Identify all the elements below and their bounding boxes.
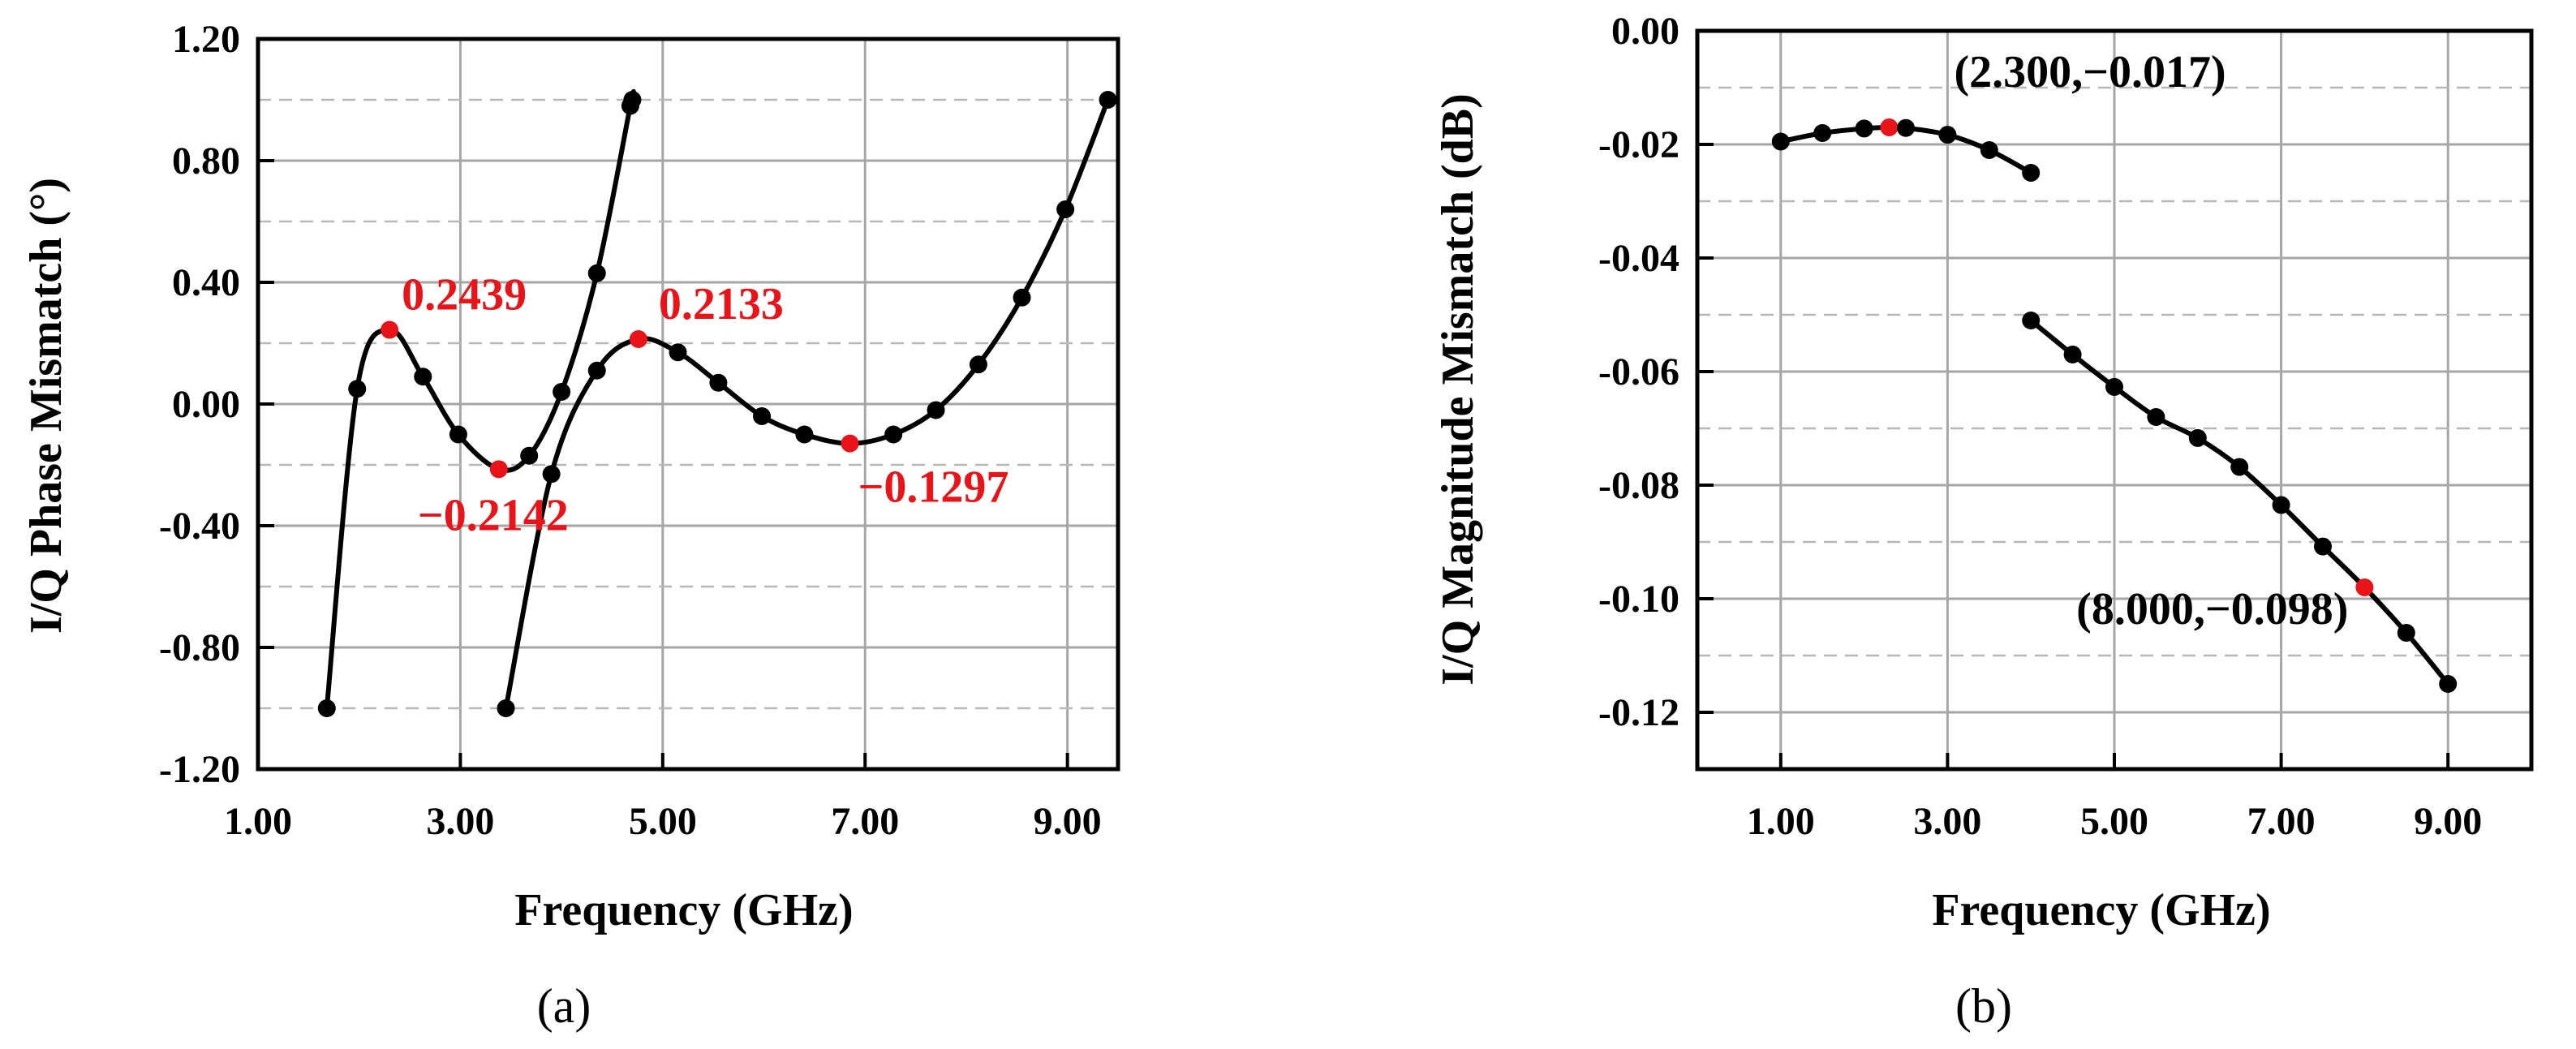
y-tick-label: 0.00 xyxy=(1611,10,1679,53)
panel-a-label: (a) xyxy=(537,979,591,1033)
y-tick-label: -0.12 xyxy=(1598,691,1679,734)
highlight-point xyxy=(2355,578,2374,596)
data-point xyxy=(2230,458,2249,476)
data-point xyxy=(587,264,606,282)
y-tick-label: -0.06 xyxy=(1598,350,1679,393)
data-point xyxy=(2314,537,2332,556)
panel-b-magnitude-mismatch-chart: 1.00 3.00 5.00 7.00 9.00 0.00 -0.02 -0.04 -0.06 -… xyxy=(1433,10,2534,1033)
data-point xyxy=(542,465,561,484)
y-tick-label: -0.04 xyxy=(1598,237,1679,280)
y-tick-label: -0.10 xyxy=(1598,578,1679,621)
x-tick-label: 3.00 xyxy=(426,800,494,843)
y-tick-label: -1.20 xyxy=(159,748,240,791)
x-tick-label: 7.00 xyxy=(2247,800,2316,843)
data-point xyxy=(1056,200,1075,218)
y-tick-label: 0.00 xyxy=(172,383,240,426)
data-point xyxy=(449,425,467,444)
y-tick-label: -0.40 xyxy=(159,505,240,548)
panel-a-curves xyxy=(324,89,1111,709)
data-point xyxy=(2439,675,2458,693)
data-point xyxy=(709,373,728,392)
annotation-label: −0.2142 xyxy=(418,490,569,540)
y-tick-label: 0.40 xyxy=(172,261,240,304)
panel-a-axes xyxy=(256,37,1120,772)
data-point xyxy=(1980,141,1998,159)
data-point xyxy=(348,380,367,398)
x-tick-label: 3.00 xyxy=(1913,800,1981,843)
panel-a-tick-labels: 1.00 3.00 5.00 7.00 9.00 -1.20 -0.80 -0.40 0.00 0… xyxy=(159,18,1102,843)
annotation-label: 0.2133 xyxy=(659,279,784,329)
data-point xyxy=(969,355,987,374)
highlight-point xyxy=(629,330,647,349)
data-point xyxy=(2188,428,2207,447)
data-point xyxy=(2272,496,2290,514)
data-point xyxy=(1813,124,1832,142)
panel-b-label: (b) xyxy=(1955,979,2012,1033)
annotation-label: (2.300,−0.017) xyxy=(1954,47,2226,97)
annotation-label: −0.1297 xyxy=(858,462,1009,513)
data-point xyxy=(2397,624,2415,642)
panel-b-grid xyxy=(1697,31,2531,769)
y-tick-label: 1.20 xyxy=(172,18,240,61)
data-point xyxy=(2105,377,2123,396)
panel-b-markers xyxy=(1771,118,2458,693)
x-tick-label: 9.00 xyxy=(2414,800,2482,843)
x-tick-label: 7.00 xyxy=(831,800,899,843)
data-point xyxy=(2022,164,2041,182)
panel-b-x-axis-title: Frequency (GHz) xyxy=(1932,885,2270,935)
panel-b-axes xyxy=(1695,28,2534,772)
data-point xyxy=(884,425,903,444)
data-point xyxy=(520,446,539,465)
panel-a-markers xyxy=(317,91,1117,717)
panel-a-x-axis-title: Frequency (GHz) xyxy=(514,885,853,935)
data-point xyxy=(2063,346,2082,363)
panel-a-annotations: 0.2439 −0.2142 0.2133 −0.1297 xyxy=(402,270,1008,541)
data-point xyxy=(1897,118,1915,137)
annotation-label: (8.000,−0.098) xyxy=(2076,584,2348,634)
data-point xyxy=(2022,312,2041,329)
data-point xyxy=(414,368,432,386)
panel-b-y-axis-title: I/Q Magnitude Mismatch (dB) xyxy=(1433,93,1483,686)
data-point xyxy=(1771,132,1790,151)
data-point xyxy=(587,361,606,380)
data-point xyxy=(669,343,687,362)
x-tick-label: 5.00 xyxy=(2080,800,2148,843)
data-point xyxy=(1013,288,1031,307)
data-point xyxy=(1099,91,1117,109)
x-tick-label: 1.00 xyxy=(224,800,292,843)
data-point xyxy=(927,401,945,419)
highlight-point xyxy=(381,320,399,339)
data-point xyxy=(1938,126,1957,144)
highlight-point xyxy=(489,460,508,479)
y-tick-label: -0.02 xyxy=(1598,123,1679,166)
x-tick-label: 5.00 xyxy=(629,800,697,843)
x-tick-label: 9.00 xyxy=(1034,800,1102,843)
y-tick-label: 0.80 xyxy=(172,140,240,183)
panel-a-y-axis-title: I/Q Phase Mismatch (°) xyxy=(21,178,71,634)
highlight-point xyxy=(1880,118,1899,136)
data-point xyxy=(753,407,772,425)
panel-a-phase-mismatch-chart: 1.00 3.00 5.00 7.00 9.00 -1.20 -0.80 -0.40 0.00 0… xyxy=(21,18,1120,1033)
data-point xyxy=(317,699,336,717)
highlight-point xyxy=(841,434,859,453)
panel-b-tick-labels: 1.00 3.00 5.00 7.00 9.00 0.00 -0.02 -0.04 -0.06 -… xyxy=(1598,10,2482,843)
data-point xyxy=(497,699,515,717)
data-point xyxy=(553,383,571,401)
data-point xyxy=(623,91,642,109)
data-point xyxy=(1855,119,1873,138)
data-point xyxy=(2147,408,2165,426)
x-tick-label: 1.00 xyxy=(1747,800,1815,843)
panel-b-annotations: (2.300,−0.017) (8.000,−0.098) xyxy=(1954,47,2348,634)
data-point xyxy=(795,425,814,444)
annotation-label: 0.2439 xyxy=(402,270,527,320)
panel-a-grid xyxy=(258,39,1118,769)
series-line-band-1 xyxy=(324,89,636,709)
y-tick-label: -0.08 xyxy=(1598,464,1679,507)
y-tick-label: -0.80 xyxy=(159,626,240,669)
